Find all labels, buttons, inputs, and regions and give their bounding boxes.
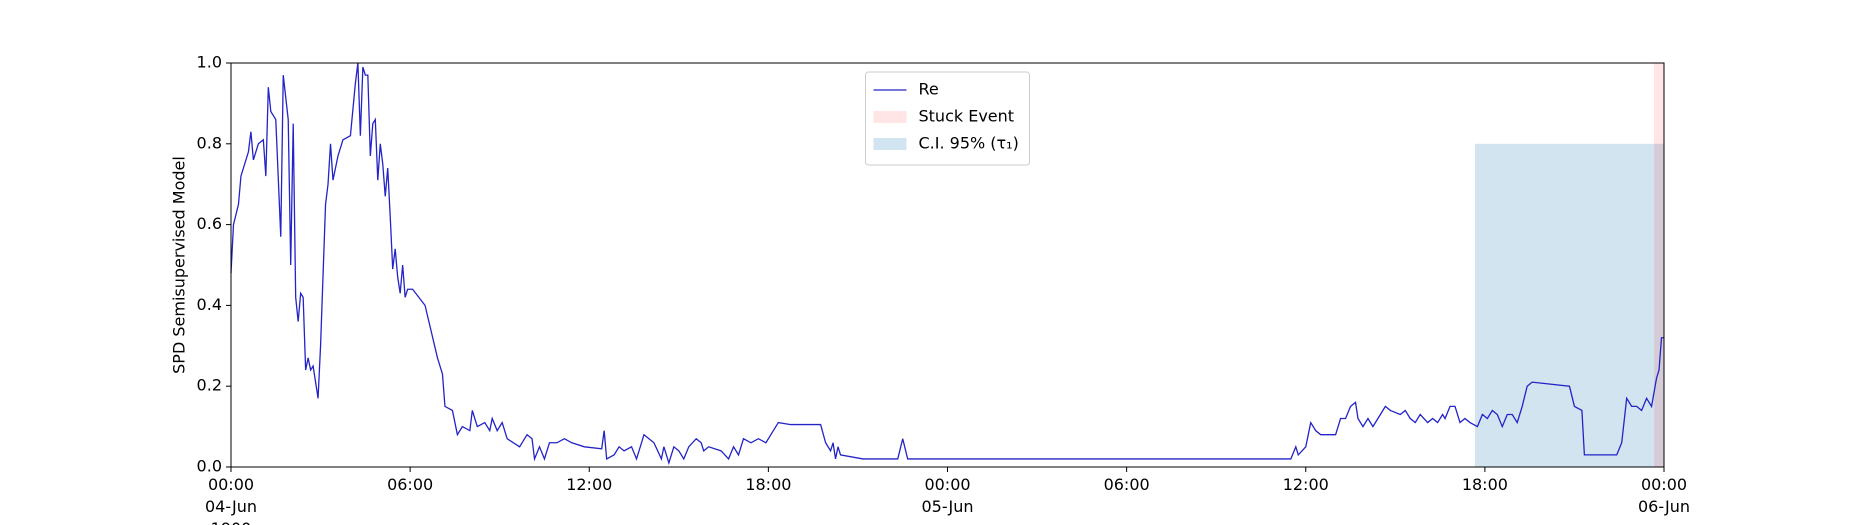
y-axis-label: SPD Semisupervised Model xyxy=(170,156,189,374)
y-tick-label: 0.0 xyxy=(197,457,222,476)
x-tick-label-line: 05-Jun xyxy=(921,497,973,516)
legend: Re Stuck Event C.I. 95% (τ₁) xyxy=(865,71,1030,166)
legend-label: C.I. 95% (τ₁) xyxy=(919,134,1019,153)
x-tick-label: 18:00 xyxy=(1462,475,1508,494)
y-tick-label: 0.2 xyxy=(197,376,222,395)
x-tick-label-line: 12:00 xyxy=(1283,475,1329,494)
x-tick-label-line: 06:00 xyxy=(387,475,433,494)
x-tick-label: 18:00 xyxy=(745,475,791,494)
x-tick-label-line: 12:00 xyxy=(566,475,612,494)
legend-label: Re xyxy=(919,80,939,99)
y-tick-label: 0.4 xyxy=(197,295,222,314)
legend-swatch xyxy=(873,111,907,123)
legend-label: Stuck Event xyxy=(919,107,1015,126)
x-tick-label: 00:00 05-Jun xyxy=(921,475,973,516)
y-tick-label: 1.0 xyxy=(197,53,222,72)
span-region xyxy=(1474,143,1664,468)
span-region xyxy=(1654,63,1664,467)
x-tick-label: 12:00 xyxy=(566,475,612,494)
x-tick-label: 06:00 xyxy=(387,475,433,494)
x-tick-label-line: 00:00 xyxy=(924,475,970,494)
legend-swatch xyxy=(873,138,907,150)
legend-box xyxy=(865,71,1030,166)
x-tick-label: 00:00 06-Jun xyxy=(1638,475,1690,516)
x-tick-label: 06:00 xyxy=(1104,475,1150,494)
x-tick-label-line: 1900 xyxy=(211,519,252,525)
data-line xyxy=(230,62,1664,466)
x-tick-label-line: 18:00 xyxy=(745,475,791,494)
x-tick-label-line: 00:00 xyxy=(1641,475,1687,494)
x-tick-label: 12:00 xyxy=(1283,475,1329,494)
y-tick-label: 0.8 xyxy=(197,133,222,152)
x-tick-label-line: 06:00 xyxy=(1104,475,1150,494)
x-tick-label: 00:00 04-Jun 1900 xyxy=(205,475,257,525)
x-tick-label-line: 00:00 xyxy=(208,475,254,494)
y-tick-label: 0.6 xyxy=(197,214,222,233)
x-tick-label-line: 04-Jun xyxy=(205,497,257,516)
x-tick-label-line: 06-Jun xyxy=(1638,497,1690,516)
x-tick-label-line: 18:00 xyxy=(1462,475,1508,494)
